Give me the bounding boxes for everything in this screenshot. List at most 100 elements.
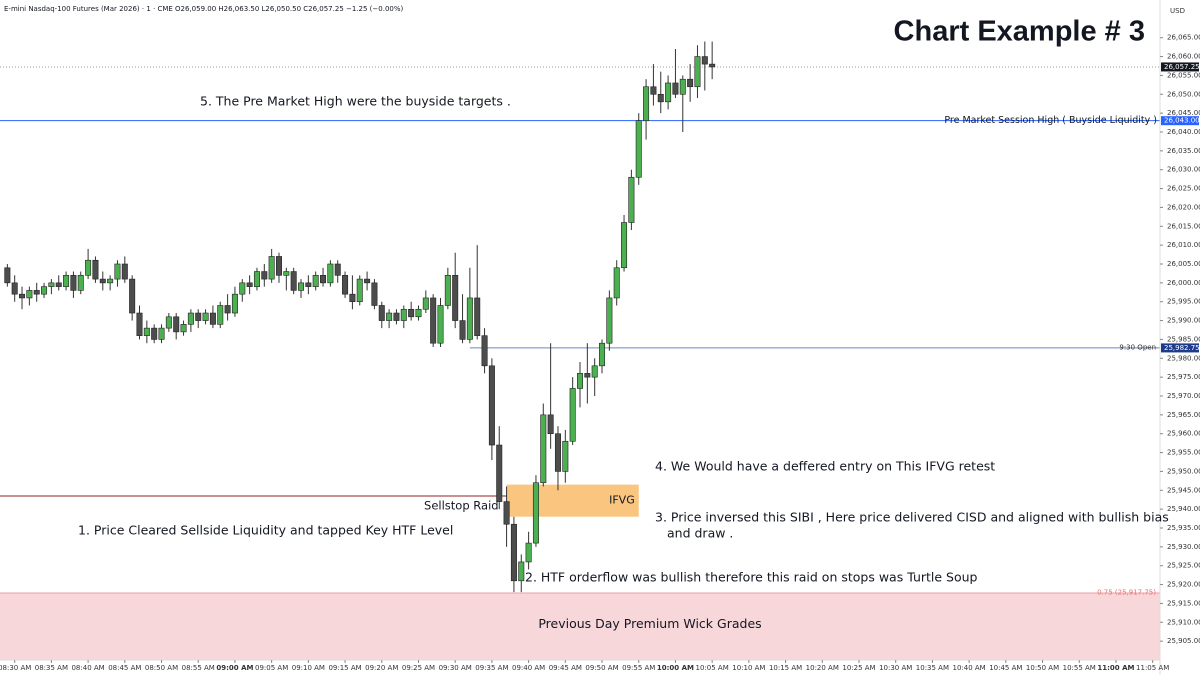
y-tick-label: 25,930.00: [1167, 543, 1200, 551]
candle-body: [371, 282, 378, 306]
candle-body: [129, 278, 136, 314]
candle-body: [650, 86, 657, 95]
annotation: 1. Price Cleared Sellside Liquidity and …: [78, 523, 453, 538]
y-tick-label: 25,960.00: [1167, 430, 1200, 438]
x-tick-label: 09:55 AM: [622, 664, 655, 672]
level-text: 9:30 Open: [1119, 343, 1156, 351]
candle-body: [26, 290, 33, 299]
annotation: and draw .: [667, 526, 733, 541]
x-tick-label: 10:20 AM: [806, 664, 839, 672]
candle-body: [33, 290, 40, 295]
candle-body: [312, 275, 319, 287]
level-text: Sellstop Raid: [424, 498, 499, 512]
candle-body: [77, 275, 84, 291]
candle-body: [180, 324, 187, 333]
candle-body: [253, 271, 260, 287]
ifvg-zone: [506, 484, 639, 517]
candle-body: [173, 316, 180, 333]
candle-body: [275, 256, 282, 276]
x-tick-label: 10:40 AM: [952, 664, 985, 672]
y-tick-label: 26,025.00: [1167, 185, 1200, 193]
candle-body: [488, 365, 495, 446]
candle-body: [400, 308, 407, 321]
candle-body: [547, 414, 554, 435]
y-tick-label: 26,000.00: [1167, 279, 1200, 287]
y-tick-label: 25,920.00: [1167, 581, 1200, 589]
candle-body: [55, 282, 62, 287]
candle-body: [679, 78, 686, 95]
candle-body: [430, 297, 437, 344]
x-tick-label: 09:05 AM: [255, 664, 288, 672]
y-tick-label: 25,965.00: [1167, 411, 1200, 419]
candle-body: [694, 56, 701, 88]
price-tag: [1161, 62, 1199, 72]
annotation: 2. HTF orderflow was bullish therefore t…: [525, 570, 978, 585]
candle-body: [187, 312, 194, 325]
y-tick-label: 25,910.00: [1167, 618, 1200, 626]
annotation: 5. The Pre Market High were the buyside …: [200, 94, 511, 109]
y-tick-label: 25,925.00: [1167, 562, 1200, 570]
ifvg-label: IFVG: [609, 494, 635, 507]
x-tick-label: 08:35 AM: [35, 664, 68, 672]
candle-body: [70, 275, 77, 291]
candle-body: [85, 259, 92, 276]
candle-body: [481, 335, 488, 367]
candle-body: [554, 433, 561, 472]
candle-body: [459, 320, 466, 340]
x-tick-label: 09:20 AM: [365, 664, 398, 672]
x-tick-label: 10:15 AM: [769, 664, 802, 672]
currency: USD: [1170, 7, 1185, 15]
y-tick-label: 25,970.00: [1167, 392, 1200, 400]
y-tick-label: 25,940.00: [1167, 505, 1200, 513]
candle-body: [298, 282, 305, 291]
y-tick-label: 26,055.00: [1167, 71, 1200, 79]
x-tick-label: 08:45 AM: [108, 664, 141, 672]
candle-body: [143, 327, 150, 336]
candle-body: [217, 305, 224, 325]
candle-body: [378, 305, 385, 321]
premium-zone: [0, 593, 1160, 660]
candle-body: [4, 267, 11, 284]
y-tick-label: 26,065.00: [1167, 34, 1200, 42]
candle-body: [305, 282, 312, 287]
y-tick-label: 26,015.00: [1167, 222, 1200, 230]
annotation: 3. Price inversed this SIBI , Here price…: [655, 510, 1169, 525]
price-tag-label: 25,982.75: [1164, 344, 1200, 352]
x-tick-label: 10:45 AM: [989, 664, 1022, 672]
level-text: Pre Market Session High ( Buyside Liquid…: [944, 115, 1157, 126]
candle-body: [422, 297, 429, 310]
candle-body: [415, 308, 422, 318]
y-tick-label: 26,060.00: [1167, 53, 1200, 61]
candle-body: [672, 82, 679, 95]
price-tag: [1161, 116, 1199, 126]
candle-body: [158, 327, 165, 340]
candle-body: [209, 312, 216, 325]
candle-body: [165, 316, 172, 329]
x-tick-label: 08:55 AM: [182, 664, 215, 672]
candle-body: [342, 275, 349, 295]
candle-body: [621, 222, 628, 269]
candle-body: [136, 312, 143, 336]
y-tick-label: 26,010.00: [1167, 241, 1200, 249]
candle-body: [709, 63, 716, 68]
annotation: 4. We Would have a deffered entry on Thi…: [655, 459, 995, 474]
y-tick-label: 25,955.00: [1167, 449, 1200, 457]
candle-body: [606, 297, 613, 344]
x-tick-label: 09:40 AM: [512, 664, 545, 672]
candle-body: [151, 327, 158, 340]
candle-body: [246, 282, 253, 287]
y-tick-label: 25,905.00: [1167, 637, 1200, 645]
candle-body: [613, 267, 620, 299]
candle-body: [635, 120, 642, 178]
x-tick-label: 09:00 AM: [216, 664, 253, 672]
candle-body: [320, 275, 327, 284]
x-tick-label: 08:30 AM: [0, 664, 31, 672]
candle-body: [224, 305, 231, 314]
x-tick-label: 09:45 AM: [549, 664, 582, 672]
x-tick-label: 10:50 AM: [1026, 664, 1059, 672]
candle-body: [496, 444, 503, 502]
y-tick-label: 25,995.00: [1167, 298, 1200, 306]
